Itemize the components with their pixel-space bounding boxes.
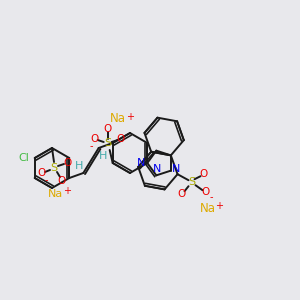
Text: O: O	[200, 169, 208, 179]
Text: S: S	[188, 177, 195, 187]
Text: N: N	[153, 164, 161, 174]
Text: O: O	[63, 158, 71, 168]
Text: -: -	[44, 175, 48, 185]
Text: Na: Na	[48, 189, 64, 199]
Text: -: -	[90, 141, 93, 151]
Text: O: O	[177, 189, 186, 199]
Text: H: H	[75, 161, 83, 171]
Text: Na: Na	[110, 112, 126, 125]
Text: -: -	[210, 192, 213, 202]
Text: O: O	[117, 134, 125, 144]
Text: N: N	[137, 158, 146, 168]
Text: +: +	[215, 201, 223, 211]
Text: +: +	[126, 112, 134, 122]
Text: S: S	[104, 138, 111, 148]
Text: Cl: Cl	[18, 153, 29, 163]
Text: O: O	[91, 134, 99, 144]
Text: H: H	[98, 151, 107, 161]
Text: N: N	[172, 164, 180, 174]
Text: Na: Na	[200, 202, 215, 215]
Text: O: O	[201, 187, 210, 197]
Text: S: S	[50, 163, 58, 173]
Text: O: O	[38, 168, 46, 178]
Text: O: O	[58, 176, 66, 186]
Text: O: O	[103, 124, 112, 134]
Text: +: +	[63, 186, 71, 196]
